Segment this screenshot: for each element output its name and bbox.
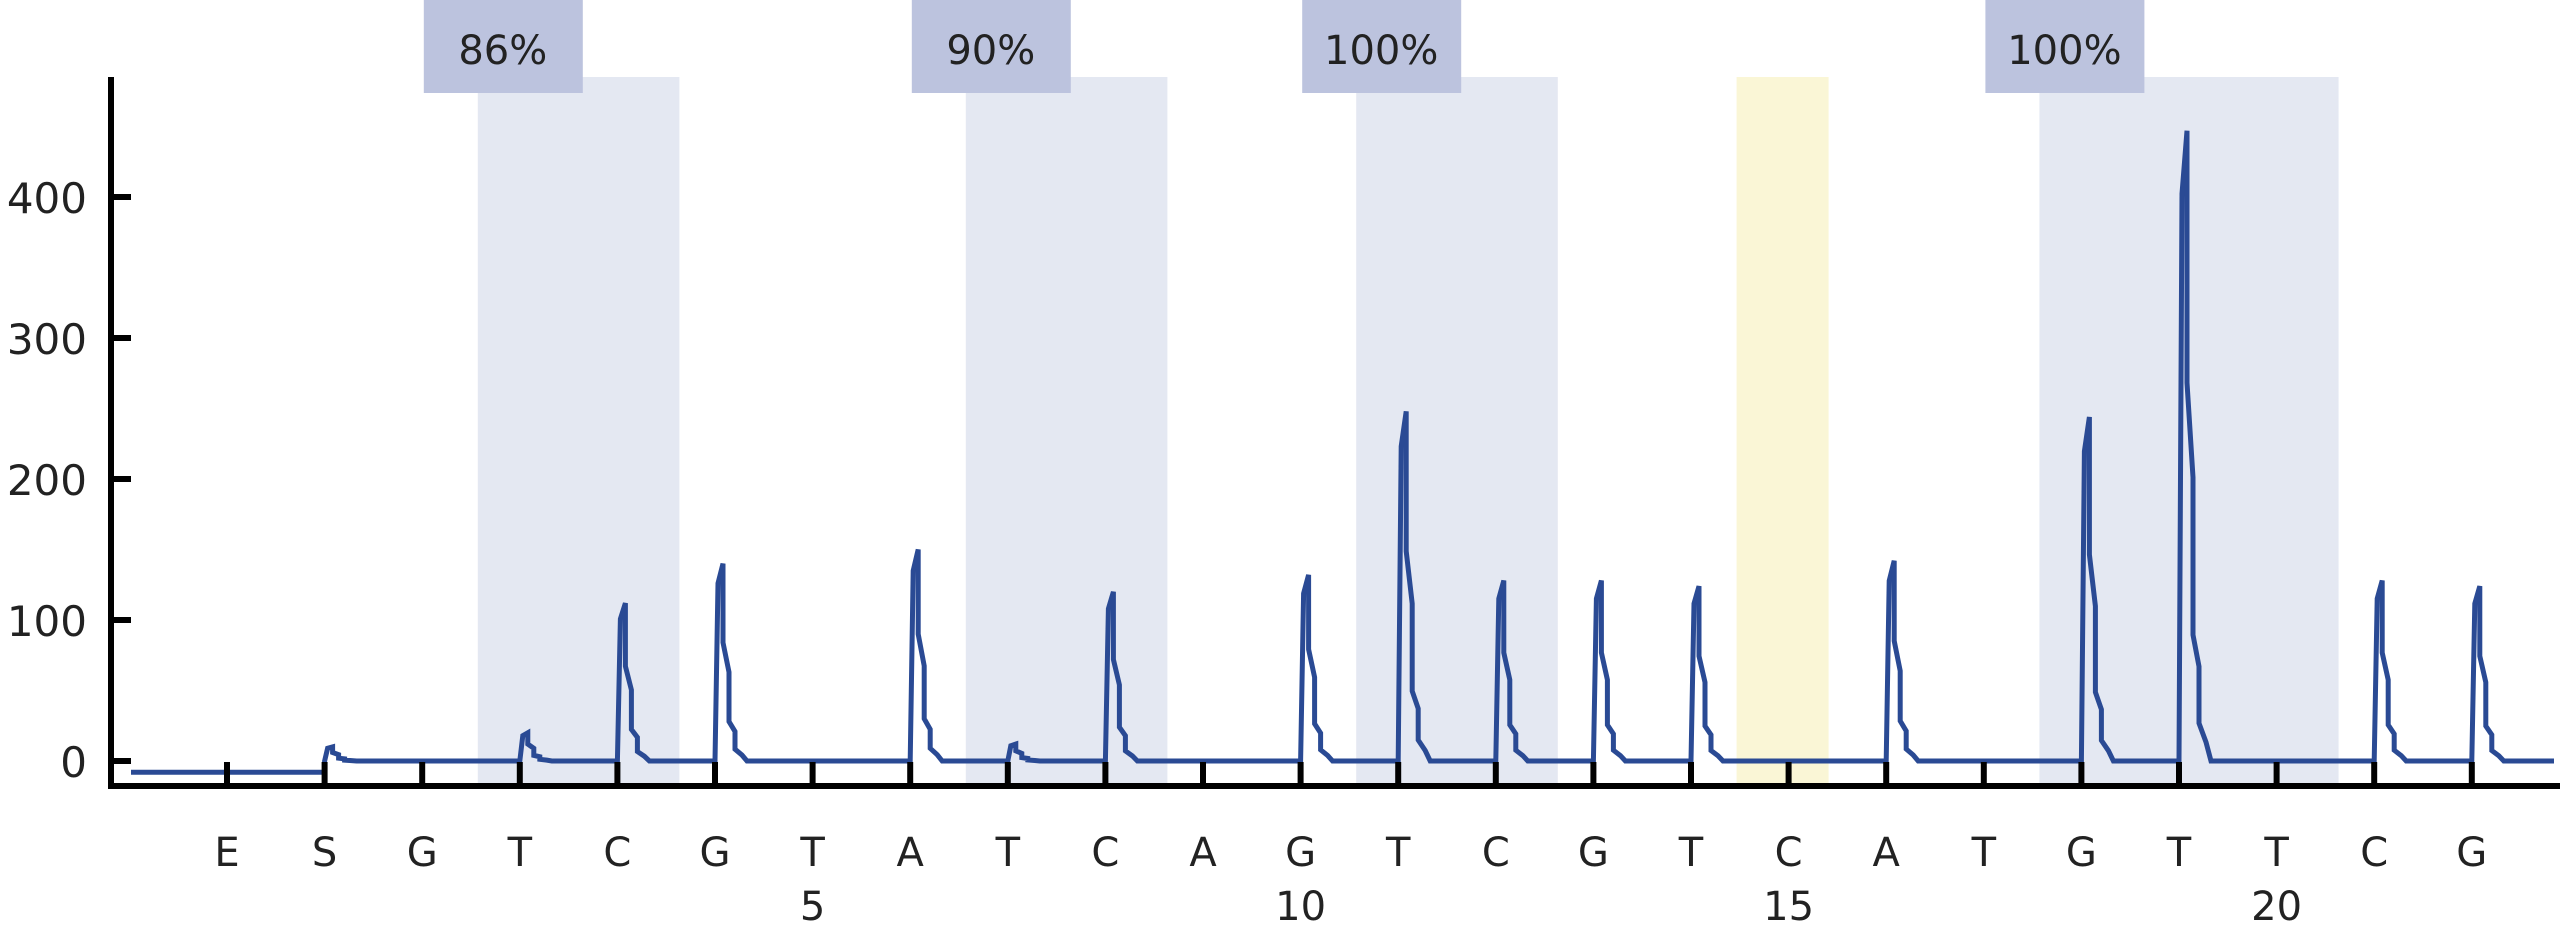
dispensation-label: C xyxy=(1482,830,1510,876)
region-label-box xyxy=(1985,0,2145,93)
dispensation-label: T xyxy=(1678,830,1704,876)
y-tick-label: 0 xyxy=(60,738,87,787)
region-label: 100% xyxy=(2007,28,2121,74)
variable-region xyxy=(1356,77,1558,786)
dispensation-label: T xyxy=(799,830,825,876)
dispensation-label: S xyxy=(312,830,337,876)
dispensation-label: T xyxy=(2263,830,2289,876)
dispensation-label: T xyxy=(1385,830,1411,876)
variable-region xyxy=(965,77,1168,786)
region-label-box xyxy=(1302,0,1462,93)
dispensation-label: G xyxy=(700,830,731,876)
variable-region xyxy=(477,77,680,786)
region-label-box xyxy=(911,0,1071,93)
region-label: 86% xyxy=(458,28,547,74)
dispensation-label: G xyxy=(1285,830,1316,876)
dispensation-label: C xyxy=(1091,830,1119,876)
position-label: 10 xyxy=(1275,884,1326,930)
dispensation-label: C xyxy=(1775,830,1803,876)
dispensation-label: A xyxy=(1873,830,1901,876)
y-tick-label: 200 xyxy=(7,456,87,505)
dispensation-label: G xyxy=(2066,830,2097,876)
y-tick-label: 100 xyxy=(7,597,87,646)
dispensation-label: T xyxy=(995,830,1021,876)
y-tick-label: 400 xyxy=(7,174,87,223)
dispensation-label: G xyxy=(2456,830,2487,876)
position-label: 15 xyxy=(1763,884,1814,930)
dispensation-label: T xyxy=(1971,830,1997,876)
dispensation-label: A xyxy=(1189,830,1217,876)
dispensation-label: C xyxy=(603,830,631,876)
dispensation-label: G xyxy=(1578,830,1609,876)
region-label: 90% xyxy=(946,28,1035,74)
dispensation-label: C xyxy=(2360,830,2388,876)
dispensation-label: A xyxy=(897,830,925,876)
position-label: 20 xyxy=(2251,884,2302,930)
position-label: 5 xyxy=(800,884,825,930)
dispensation-label: G xyxy=(407,830,438,876)
dispensation-label: T xyxy=(2166,830,2192,876)
region-label: 100% xyxy=(1324,28,1438,74)
y-tick-label: 300 xyxy=(7,315,87,364)
reference-highlight xyxy=(1736,77,1829,786)
region-label-box xyxy=(423,0,583,93)
dispensation-label: T xyxy=(507,830,533,876)
dispensation-label: E xyxy=(214,830,239,876)
signal-trace xyxy=(131,130,2554,775)
